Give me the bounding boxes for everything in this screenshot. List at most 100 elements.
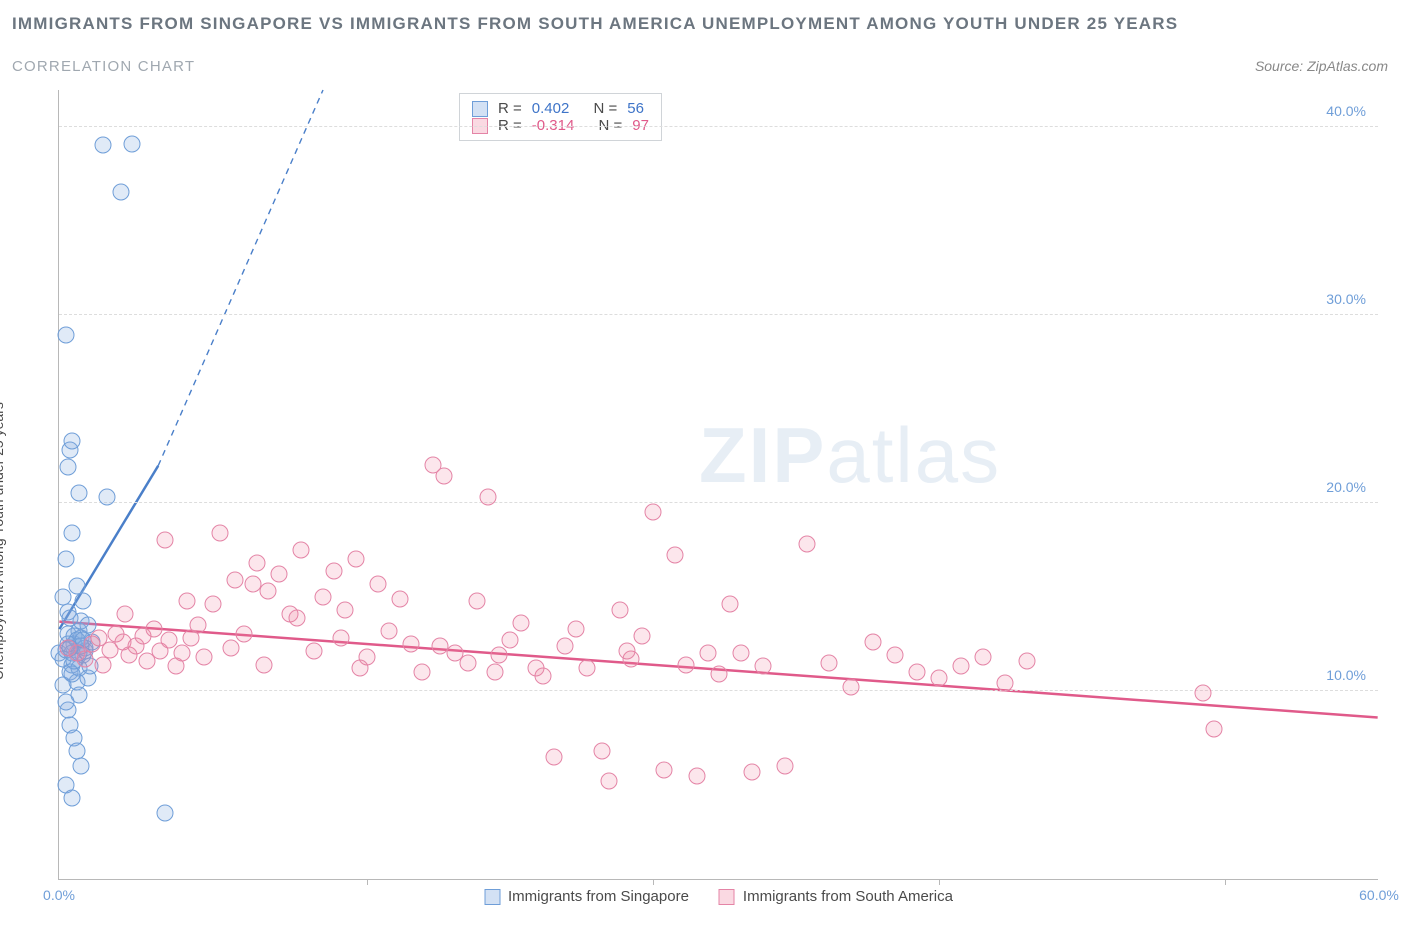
scatter-point-south-america — [235, 626, 252, 643]
xtick-label-max: 60.0% — [1359, 887, 1399, 903]
swatch-singapore-icon — [472, 101, 488, 117]
scatter-point-south-america — [117, 605, 134, 622]
scatter-point-south-america — [414, 664, 431, 681]
scatter-plot: ZIPatlas R = 0.402 N = 56 R = -0.314 N =… — [58, 90, 1378, 880]
scatter-point-south-america — [594, 743, 611, 760]
watermark-zip: ZIP — [699, 411, 826, 499]
legend-item-south-america: Immigrants from South America — [719, 888, 953, 905]
scatter-point-south-america — [821, 654, 838, 671]
scatter-point-south-america — [711, 665, 728, 682]
scatter-point-south-america — [306, 643, 323, 660]
scatter-point-south-america — [975, 649, 992, 666]
scatter-point-singapore — [64, 790, 81, 807]
scatter-point-south-america — [161, 632, 178, 649]
stats-row-singapore: R = 0.402 N = 56 — [472, 100, 649, 117]
scatter-point-singapore — [156, 805, 173, 822]
r-value-singapore: 0.402 — [532, 100, 570, 117]
legend-label-singapore: Immigrants from Singapore — [508, 888, 689, 905]
scatter-point-south-america — [77, 650, 94, 667]
chart-title: IMMIGRANTS FROM SINGAPORE VS IMMIGRANTS … — [12, 14, 1178, 34]
scatter-point-south-america — [601, 773, 618, 790]
n-value-singapore: 56 — [627, 100, 644, 117]
scatter-point-south-america — [337, 602, 354, 619]
scatter-point-south-america — [392, 590, 409, 607]
scatter-point-south-america — [997, 675, 1014, 692]
scatter-point-south-america — [491, 647, 508, 664]
scatter-point-south-america — [480, 489, 497, 506]
scatter-point-south-america — [579, 660, 596, 677]
scatter-point-south-america — [733, 645, 750, 662]
scatter-point-south-america — [205, 596, 222, 613]
scatter-point-south-america — [546, 748, 563, 765]
ytick-label: 40.0% — [1326, 103, 1366, 119]
scatter-point-south-america — [865, 634, 882, 651]
scatter-point-south-america — [1019, 652, 1036, 669]
scatter-point-singapore — [70, 485, 87, 502]
scatter-point-south-america — [634, 628, 651, 645]
scatter-point-south-america — [700, 645, 717, 662]
scatter-point-south-america — [1206, 720, 1223, 737]
trend-lines — [59, 90, 1378, 879]
gridline — [59, 690, 1378, 691]
gridline — [59, 314, 1378, 315]
gridline — [59, 126, 1378, 127]
scatter-point-south-america — [156, 532, 173, 549]
scatter-point-south-america — [436, 468, 453, 485]
ytick-label: 20.0% — [1326, 479, 1366, 495]
scatter-point-south-america — [645, 504, 662, 521]
legend: Immigrants from Singapore Immigrants fro… — [484, 888, 953, 905]
scatter-point-south-america — [656, 761, 673, 778]
scatter-point-south-america — [678, 656, 695, 673]
scatter-point-south-america — [222, 639, 239, 656]
scatter-point-south-america — [502, 632, 519, 649]
r-label: R = — [498, 100, 522, 117]
source-attribution: Source: ZipAtlas.com — [1255, 58, 1388, 74]
scatter-point-south-america — [618, 643, 635, 660]
scatter-point-south-america — [528, 660, 545, 677]
scatter-point-south-america — [227, 571, 244, 588]
scatter-point-south-america — [244, 575, 261, 592]
chart-subtitle: CORRELATION CHART — [12, 58, 195, 75]
scatter-point-south-america — [326, 562, 343, 579]
scatter-point-south-america — [249, 555, 266, 572]
scatter-point-south-america — [953, 658, 970, 675]
scatter-point-singapore — [64, 432, 81, 449]
scatter-point-south-america — [145, 620, 162, 637]
scatter-point-south-america — [95, 656, 112, 673]
legend-item-singapore: Immigrants from Singapore — [484, 888, 689, 905]
scatter-point-singapore — [123, 135, 140, 152]
watermark: ZIPatlas — [699, 410, 1001, 501]
scatter-point-south-america — [469, 592, 486, 609]
scatter-point-singapore — [95, 137, 112, 154]
scatter-point-south-america — [460, 654, 477, 671]
ytick-label: 30.0% — [1326, 291, 1366, 307]
scatter-point-singapore — [99, 489, 116, 506]
scatter-point-singapore — [64, 524, 81, 541]
scatter-point-south-america — [486, 664, 503, 681]
scatter-point-south-america — [196, 649, 213, 666]
legend-swatch-south-america-icon — [719, 889, 735, 905]
scatter-point-south-america — [348, 551, 365, 568]
y-axis-label: Unemployment Among Youth under 25 years — [0, 402, 6, 680]
scatter-point-south-america — [403, 635, 420, 652]
scatter-point-south-america — [931, 669, 948, 686]
scatter-point-south-america — [315, 588, 332, 605]
scatter-point-singapore — [57, 694, 74, 711]
scatter-point-singapore — [57, 327, 74, 344]
xtick-label-min: 0.0% — [43, 887, 75, 903]
scatter-point-singapore — [57, 551, 74, 568]
legend-label-south-america: Immigrants from South America — [743, 888, 953, 905]
scatter-point-south-america — [352, 660, 369, 677]
scatter-point-singapore — [73, 758, 90, 775]
scatter-point-south-america — [887, 647, 904, 664]
scatter-point-south-america — [255, 656, 272, 673]
scatter-point-south-america — [189, 617, 206, 634]
gridline — [59, 502, 1378, 503]
xtick — [653, 879, 654, 885]
scatter-point-south-america — [288, 609, 305, 626]
scatter-point-south-america — [1195, 684, 1212, 701]
scatter-point-south-america — [557, 637, 574, 654]
scatter-point-south-america — [722, 596, 739, 613]
scatter-point-south-america — [843, 679, 860, 696]
scatter-point-south-america — [431, 637, 448, 654]
